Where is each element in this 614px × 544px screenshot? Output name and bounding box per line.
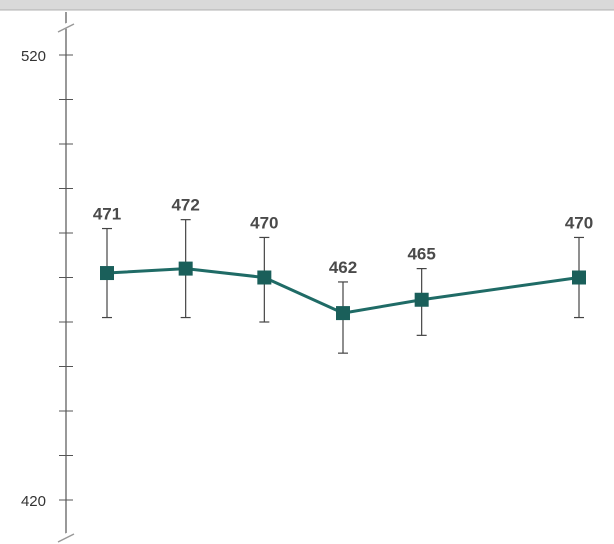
y-tick-labels: 520 420 [21,48,46,510]
data-label-2007: 462 [329,258,357,277]
data-label-1999: 472 [171,196,199,215]
markers [100,261,586,321]
data-label-1995: 471 [93,205,121,224]
y-axis-break-bottom [57,533,75,543]
y-axis-break-bottom-gap [56,529,76,543]
y-axis-break-top-gap [56,19,76,33]
data-label-2019: 470 [565,213,593,232]
y-tick-label-520: 520 [21,48,46,65]
top-strip [0,0,614,11]
top-strip-band [0,0,614,10]
error-bars [102,219,584,354]
marker-2007 [336,306,350,321]
data-label-2011: 465 [407,245,435,264]
data-label-2003: 470 [250,213,278,232]
y-ticks [59,54,73,501]
marker-1999 [178,261,193,276]
series-line [106,267,580,315]
y-axis-break-top [57,23,75,33]
marker-2003 [257,270,272,285]
marker-2019 [572,270,586,285]
y-tick-label-420: 420 [21,493,46,510]
marker-1995 [100,266,114,281]
marker-2011 [414,292,429,307]
data-labels: 471 472 470 462 465 470 [93,196,593,277]
